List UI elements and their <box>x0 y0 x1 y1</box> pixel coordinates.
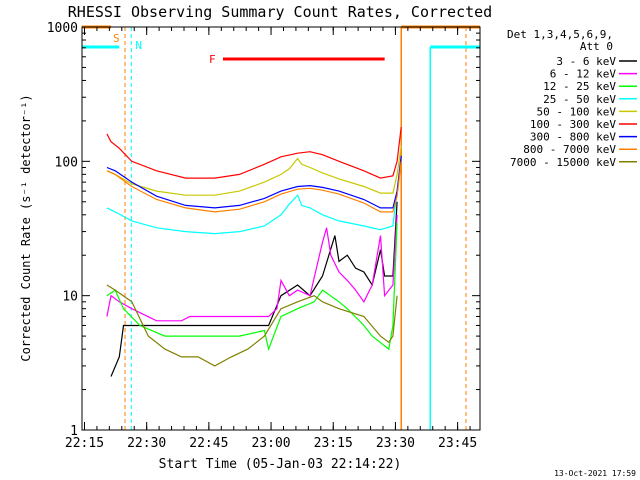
legend-label-2: 12 - 25 keV <box>543 80 616 93</box>
x-tick-label-0: 22:15 <box>65 436 104 451</box>
legend-label-6: 300 - 800 keV <box>530 131 616 144</box>
x-axis-label: Start Time (05-Jan-03 22:14:22) <box>159 457 402 472</box>
legend-label-5: 100 - 300 keV <box>530 118 616 131</box>
x-tick-label-1: 22:30 <box>127 436 166 451</box>
y-tick-label-3: 1000 <box>47 21 78 36</box>
series-line-5 <box>106 126 402 179</box>
y-tick-label-1: 10 <box>62 290 78 305</box>
series-line-1 <box>106 214 398 322</box>
x-tick-label-2: 22:45 <box>189 436 228 451</box>
legend-label-0: 3 - 6 keV <box>556 55 616 68</box>
series-line-7 <box>106 161 402 213</box>
y-axis-label: Corrected Count Rate (s⁻¹ detector⁻¹) <box>19 94 33 361</box>
series-line-0 <box>110 201 398 377</box>
y-tick-label-0: 1 <box>70 424 78 439</box>
series-line-6 <box>106 155 402 209</box>
series-line-3 <box>106 161 402 235</box>
footer-timestamp: 13-Oct-2021 17:59 <box>554 469 636 478</box>
series-line-8 <box>106 284 398 367</box>
series-line-4 <box>106 145 402 196</box>
legend-header-1: Att 0 <box>580 40 613 53</box>
legend-label-7: 800 - 7000 keV <box>523 143 616 156</box>
x-tick-label-3: 23:00 <box>251 436 290 451</box>
chart-title: RHESSI Observing Summary Count Rates, Co… <box>68 3 492 21</box>
legend-label-8: 7000 - 15000 keV <box>510 156 616 169</box>
x-tick-label-5: 23:30 <box>376 436 415 451</box>
legend-label-4: 50 - 100 keV <box>537 105 617 118</box>
legend-label-3: 25 - 50 keV <box>543 93 616 106</box>
saa-label: S <box>113 32 120 45</box>
night-label: N <box>135 39 142 52</box>
legend-label-1: 6 - 12 keV <box>550 68 617 81</box>
x-tick-label-6: 23:45 <box>438 436 477 451</box>
plot-frame <box>81 26 481 431</box>
y-tick-label-2: 100 <box>55 155 78 170</box>
x-tick-label-4: 23:15 <box>314 436 353 451</box>
legend-header-0: Det 1,3,4,5,6,9, <box>507 28 613 41</box>
flare-label: F <box>209 53 216 66</box>
